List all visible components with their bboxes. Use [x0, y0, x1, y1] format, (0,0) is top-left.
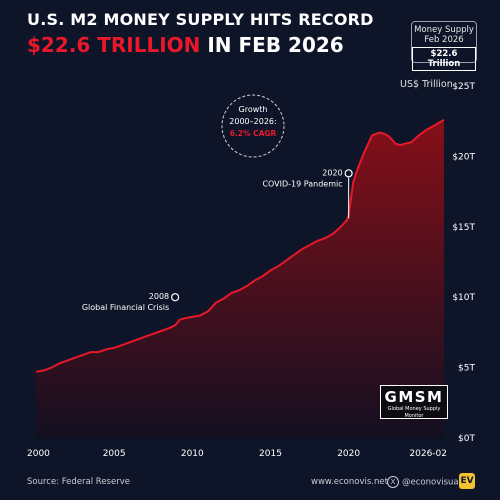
- x-axis-ticks: 2000 2005 2010 2015 2020 2026-02: [27, 449, 447, 459]
- growth-line1: Growth: [239, 105, 268, 114]
- x-tick-label: 2010: [181, 449, 204, 459]
- y-tick-label: $25T: [452, 82, 475, 92]
- x-tick-label: 2005: [103, 449, 126, 459]
- annotation-marker: [344, 169, 353, 178]
- y-tick-label: $10T: [452, 293, 475, 303]
- y-tick-label: $5T: [458, 364, 475, 374]
- badge-line2: Feb 2026: [424, 35, 464, 45]
- badge-line1: Money Supply: [414, 25, 474, 35]
- y-tick-label: $15T: [452, 223, 475, 233]
- annotation-year: 2020: [322, 168, 342, 177]
- annotation-year: 2008: [149, 292, 169, 301]
- subtitle-highlight-value: $22.6 TRILLION: [27, 33, 201, 57]
- gmsm-logo-subtext: Global Money Supply Monitor: [387, 406, 441, 419]
- y-axis-ticks: $0T $5T $10T $15T $20T $25T: [452, 82, 475, 444]
- x-logo-icon: X: [387, 476, 399, 488]
- x-handle-link[interactable]: X @econovisuals: [387, 476, 465, 488]
- x-tick-label: 2026-02: [409, 449, 447, 459]
- area-fill: [36, 119, 444, 439]
- website-link[interactable]: www.econovis.net: [311, 477, 388, 487]
- growth-callout: Growth 2000–2026: 6.2% CAGR: [221, 94, 285, 158]
- source-note: Source: Federal Reserve: [27, 477, 130, 487]
- gmsm-logo: GMSM Global Money Supply Monitor: [380, 385, 448, 419]
- subtitle-rest: IN FEB 2026: [200, 33, 344, 57]
- annotation-marker: [171, 293, 180, 302]
- annotation-label: COVID-19 Pandemic: [262, 179, 342, 188]
- growth-line2: 2000–2026:: [229, 117, 276, 126]
- badge-value: $22.6 Trillion: [412, 47, 476, 71]
- annotation-label: Global Financial Crisis: [82, 303, 169, 312]
- chart-title: U.S. M2 MONEY SUPPLY HITS RECORD: [27, 10, 374, 29]
- latest-value-badge: Money Supply Feb 2026 $22.6 Trillion: [411, 21, 477, 71]
- y-tick-label: $0T: [458, 434, 475, 444]
- y-axis-units-label: US$ Trillion: [400, 79, 453, 90]
- x-tick-label: 2020: [337, 449, 360, 459]
- econovis-logo-icon: EV: [459, 473, 475, 489]
- x-handle-text: @econovisuals: [402, 477, 466, 488]
- y-tick-label: $20T: [452, 152, 475, 162]
- annotations: 2008 Global Financial Crisis 2020 COVID-19 …: [82, 168, 353, 312]
- x-tick-label: 2015: [259, 449, 282, 459]
- chart-subtitle: $22.6 TRILLION IN FEB 2026: [27, 33, 344, 57]
- growth-cagr: 6.2% CAGR: [230, 129, 277, 138]
- growth-callout-circle: [221, 94, 285, 158]
- x-tick-label: 2000: [27, 449, 50, 459]
- gmsm-logo-text: GMSM: [384, 388, 444, 406]
- series-line: [35, 118, 445, 373]
